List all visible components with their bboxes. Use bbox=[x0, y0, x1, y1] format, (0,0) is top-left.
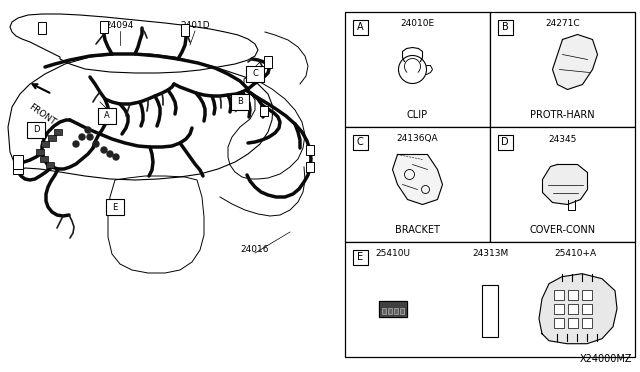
Bar bbox=[490, 12, 635, 127]
Text: C: C bbox=[356, 137, 364, 147]
Circle shape bbox=[107, 151, 113, 157]
Circle shape bbox=[113, 154, 119, 160]
Bar bbox=[582, 304, 592, 314]
Bar bbox=[345, 242, 635, 357]
Bar bbox=[40, 156, 48, 162]
Text: D: D bbox=[33, 125, 39, 135]
Bar bbox=[568, 290, 578, 300]
Text: E: E bbox=[357, 252, 363, 262]
Bar bbox=[46, 162, 54, 168]
Circle shape bbox=[101, 147, 107, 153]
Text: 2401D: 2401D bbox=[180, 21, 210, 30]
Text: 24313M: 24313M bbox=[472, 250, 508, 259]
Text: A: A bbox=[104, 112, 110, 121]
FancyBboxPatch shape bbox=[497, 135, 513, 150]
Bar bbox=[306, 162, 314, 172]
Text: COVER-CONN: COVER-CONN bbox=[529, 225, 596, 235]
Text: 24136QA: 24136QA bbox=[397, 135, 438, 144]
Text: D: D bbox=[501, 137, 509, 147]
Bar bbox=[345, 127, 490, 242]
Text: CLIP: CLIP bbox=[407, 110, 428, 120]
Bar bbox=[382, 308, 386, 314]
Circle shape bbox=[73, 141, 79, 147]
Polygon shape bbox=[552, 35, 598, 90]
Bar bbox=[260, 106, 268, 116]
Bar bbox=[582, 290, 592, 300]
Bar bbox=[306, 145, 314, 155]
Text: FRONT: FRONT bbox=[27, 102, 57, 127]
Bar bbox=[568, 318, 578, 328]
Bar bbox=[264, 56, 272, 68]
Text: 25410+A: 25410+A bbox=[554, 250, 596, 259]
Text: 24271C: 24271C bbox=[545, 19, 580, 29]
FancyBboxPatch shape bbox=[27, 122, 45, 138]
FancyBboxPatch shape bbox=[353, 250, 367, 264]
Polygon shape bbox=[379, 301, 407, 317]
Text: 24016: 24016 bbox=[241, 245, 269, 254]
FancyBboxPatch shape bbox=[106, 199, 124, 215]
Text: X24000MZ: X24000MZ bbox=[579, 354, 632, 364]
Text: 24345: 24345 bbox=[548, 135, 577, 144]
Text: B: B bbox=[237, 97, 243, 106]
Bar bbox=[36, 149, 44, 155]
Bar bbox=[582, 318, 592, 328]
FancyBboxPatch shape bbox=[246, 66, 264, 82]
Bar bbox=[388, 308, 392, 314]
FancyBboxPatch shape bbox=[353, 19, 367, 35]
Circle shape bbox=[79, 134, 85, 140]
FancyBboxPatch shape bbox=[497, 19, 513, 35]
Text: 24094: 24094 bbox=[106, 21, 134, 30]
Bar bbox=[38, 22, 46, 34]
Bar bbox=[13, 155, 23, 169]
FancyBboxPatch shape bbox=[98, 108, 116, 124]
Text: BRACKET: BRACKET bbox=[395, 225, 440, 235]
FancyBboxPatch shape bbox=[353, 135, 367, 150]
Polygon shape bbox=[392, 154, 442, 205]
Bar bbox=[100, 21, 108, 33]
Bar bbox=[554, 304, 564, 314]
Polygon shape bbox=[539, 274, 617, 344]
Bar bbox=[400, 308, 404, 314]
Text: A: A bbox=[356, 22, 364, 32]
Circle shape bbox=[93, 141, 99, 147]
Text: C: C bbox=[252, 70, 258, 78]
Bar bbox=[181, 24, 189, 36]
Circle shape bbox=[87, 134, 93, 140]
Text: 25410U: 25410U bbox=[376, 250, 410, 259]
Bar bbox=[41, 141, 49, 147]
Text: B: B bbox=[502, 22, 508, 32]
Circle shape bbox=[85, 127, 91, 133]
Bar bbox=[568, 304, 578, 314]
Bar bbox=[554, 318, 564, 328]
Bar bbox=[48, 135, 56, 141]
Bar bbox=[54, 129, 62, 135]
Bar bbox=[490, 127, 635, 242]
Bar bbox=[13, 160, 23, 174]
Text: 24010E: 24010E bbox=[401, 19, 435, 29]
Bar bbox=[554, 290, 564, 300]
Bar bbox=[482, 285, 498, 337]
Text: E: E bbox=[113, 202, 118, 212]
Text: PROTR-HARN: PROTR-HARN bbox=[530, 110, 595, 120]
Bar bbox=[394, 308, 398, 314]
FancyBboxPatch shape bbox=[231, 94, 249, 110]
Polygon shape bbox=[543, 164, 588, 205]
Bar bbox=[345, 12, 490, 127]
